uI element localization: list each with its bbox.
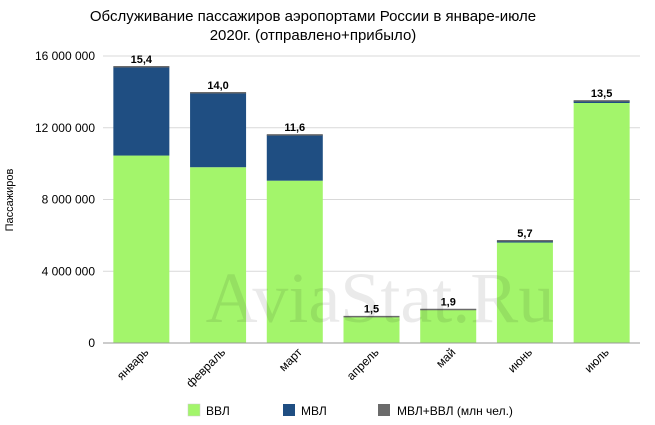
legend-label-mvl: МВЛ bbox=[301, 404, 327, 418]
watermark: AviaStat.Ru bbox=[206, 258, 555, 338]
bar-segment-vvl bbox=[420, 309, 477, 343]
bars bbox=[113, 66, 630, 343]
x-tick-label: апрель bbox=[344, 345, 382, 383]
bar-segment-mvl bbox=[113, 66, 170, 156]
chart-title-line-1: Обслуживание пассажиров аэропортами Росс… bbox=[90, 8, 536, 25]
x-tick-label: февраль bbox=[183, 345, 228, 390]
data-label: 11,6 bbox=[284, 122, 305, 134]
data-label: 14,0 bbox=[207, 80, 228, 92]
y-tick-label: 0 bbox=[88, 336, 95, 350]
x-axis-ticks: январь февраль март апрель май июнь июль bbox=[114, 345, 612, 390]
bar-segment-mvl bbox=[496, 240, 553, 243]
x-tick-label: июнь bbox=[505, 345, 535, 375]
x-tick-label: май bbox=[433, 345, 458, 370]
data-label: 5,7 bbox=[517, 228, 532, 240]
legend-label-total: МВЛ+ВВЛ (млн чел.) bbox=[397, 404, 513, 418]
y-tick-label: 12 000 000 bbox=[35, 121, 95, 135]
data-labels: 15,4 14,0 11,6 1,5 1,9 5,7 13,5 bbox=[131, 54, 613, 316]
bar-segment-mvl bbox=[190, 92, 247, 168]
bar-segment-mvl bbox=[266, 134, 323, 181]
data-label: 1,9 bbox=[441, 296, 456, 308]
bar-segment-vvl bbox=[266, 180, 323, 343]
y-axis-label: Пассажиров bbox=[4, 168, 16, 231]
x-tick-label: июль bbox=[582, 345, 612, 375]
legend-swatch-mvl bbox=[283, 404, 295, 416]
y-tick-label: 16 000 000 bbox=[35, 49, 95, 63]
bar-segment-vvl bbox=[190, 167, 247, 343]
legend: ВВЛ МВЛ МВЛ+ВВЛ (млн чел.) bbox=[187, 403, 513, 418]
legend-swatch-total bbox=[378, 404, 390, 416]
bar-segment-vvl bbox=[573, 102, 630, 343]
data-label: 1,5 bbox=[364, 304, 379, 316]
chart-title-line-2: 2020г. (отправлено+прибыло) bbox=[210, 27, 417, 44]
y-tick-label: 4 000 000 bbox=[42, 264, 96, 278]
y-tick-label: 8 000 000 bbox=[42, 193, 96, 207]
bar-segment-vvl bbox=[496, 242, 553, 343]
bar-segment-vvl bbox=[113, 155, 170, 343]
data-label: 15,4 bbox=[131, 54, 153, 66]
grid-lines bbox=[103, 55, 640, 272]
y-axis-ticks: 0 4 000 000 8 000 000 12 000 000 16 000 000 bbox=[35, 49, 95, 350]
bar-segment-mvl bbox=[573, 100, 630, 103]
x-tick-label: март bbox=[276, 345, 305, 374]
legend-label-vvl: ВВЛ bbox=[206, 404, 230, 418]
data-label: 13,5 bbox=[591, 88, 612, 100]
x-tick-label: январь bbox=[114, 345, 151, 382]
legend-swatch-vvl bbox=[187, 403, 201, 417]
bar-segment-vvl bbox=[343, 316, 400, 343]
